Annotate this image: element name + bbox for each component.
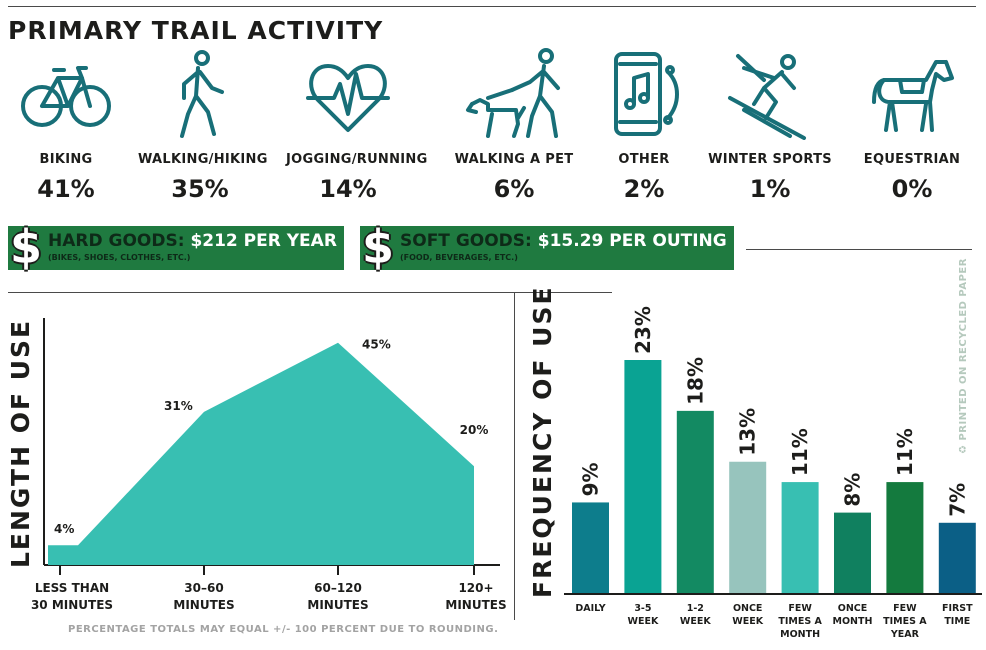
- heartbeat-icon: [306, 64, 390, 132]
- recycled-paper-note: ♻ PRINTED ON RECYCLED PAPER: [958, 258, 969, 454]
- bar: [676, 410, 714, 594]
- soft-goods-banner: $ SOFT GOODS: $15.29 PER OUTING (FOOD, B…: [360, 220, 734, 274]
- bar-category-label: FEW: [788, 603, 812, 614]
- bar-category-label: ONCE: [838, 603, 868, 614]
- recycled-paper-text: PRINTED ON RECYCLED PAPER: [958, 258, 969, 441]
- soft-goods-value: $15.29 PER OUTING: [537, 231, 727, 251]
- x-category-label: 60–120: [314, 581, 362, 595]
- length-of-use-chart: 4% LESS THAN 30 MINUTES 31% 30–60 MINUTES 45% 6…: [31, 318, 507, 612]
- activity-other: OTHER 2%: [582, 48, 706, 203]
- rounding-footnote: PERCENTAGE TOTALS MAY EQUAL +/- 100 PERC…: [68, 624, 499, 635]
- activity-label: EQUESTRIAN: [863, 152, 961, 167]
- activity-winter-sports: WINTER SPORTS 1%: [708, 48, 832, 203]
- bar-category-label: TIME: [944, 616, 970, 627]
- dollar-icon: $: [10, 220, 43, 274]
- activity-label: WINTER SPORTS: [708, 152, 832, 167]
- activity-walking-a-pet: WALKING A PET 6%: [452, 48, 576, 203]
- bar-category-label: ONCE: [733, 603, 763, 614]
- horse-icon: [872, 60, 954, 132]
- hard-goods-main: HARD GOODS: $212 PER YEAR: [48, 231, 337, 251]
- hard-goods-banner: $ HARD GOODS: $212 PER YEAR (BIKES, SHOE…: [8, 220, 344, 274]
- bar-category-label: MONTH: [780, 629, 820, 640]
- bar-value-label: 8%: [841, 473, 865, 507]
- area-series: [48, 342, 474, 565]
- activity-label: OTHER: [618, 152, 670, 167]
- activity-percent: 1%: [749, 175, 791, 203]
- bar-value-label: 13%: [736, 408, 760, 456]
- soft-goods-main: SOFT GOODS: $15.29 PER OUTING: [400, 231, 727, 251]
- activity-percent: 0%: [891, 175, 933, 203]
- bar-value-label: 7%: [945, 483, 969, 517]
- x-category-label: 30–60: [184, 581, 223, 595]
- soft-goods-sub: (FOOD, BEVERAGES, ETC.): [400, 253, 518, 262]
- activity-percent: 6%: [493, 175, 535, 203]
- page-title: PRIMARY TRAIL ACTIVITY: [8, 16, 384, 45]
- left-chart-top-rule: [8, 292, 612, 293]
- bar: [572, 502, 609, 594]
- dollar-icon: $: [362, 220, 395, 274]
- smartphone-music-icon: [614, 52, 679, 136]
- bar-category-label: 3-5: [634, 603, 651, 614]
- hard-goods-value: $212 PER YEAR: [190, 231, 337, 251]
- bar-category-label: TIMES A: [778, 616, 822, 627]
- area-value-label: 45%: [362, 338, 391, 352]
- activity-equestrian: EQUESTRIAN 0%: [850, 48, 974, 203]
- goods-rule: [746, 249, 972, 250]
- bar-category-label: WEEK: [627, 616, 658, 627]
- activity-label: WALKING A PET: [454, 152, 574, 167]
- activity-percent: 35%: [171, 175, 229, 203]
- x-category-label: 30 MINUTES: [31, 598, 113, 612]
- x-category-label: 120+: [458, 581, 493, 595]
- bar: [886, 482, 924, 594]
- bar-category-label: WEEK: [680, 616, 711, 627]
- x-category-label: LESS THAN: [35, 581, 109, 595]
- bar: [834, 512, 871, 594]
- bar-value-label: 18%: [683, 357, 707, 405]
- bar-value-label: 11%: [788, 428, 812, 476]
- bicycle-icon: [21, 66, 111, 127]
- bar: [624, 360, 662, 594]
- chart-divider: [514, 292, 515, 620]
- walking-person-icon: [180, 50, 224, 138]
- bar-category-label: 1-2: [687, 603, 704, 614]
- activity-label: WALKING/HIKING: [138, 152, 268, 167]
- x-category-label: MINUTES: [445, 598, 506, 612]
- activity-walking-hiking: WALKING/HIKING 35%: [138, 48, 268, 203]
- x-category-label: MINUTES: [173, 598, 234, 612]
- activity-label: BIKING: [39, 152, 93, 167]
- hard-goods-key: HARD GOODS:: [48, 231, 185, 251]
- activity-percent: 41%: [37, 175, 95, 203]
- bar: [938, 522, 976, 594]
- recycle-icon: ♻: [958, 444, 969, 454]
- dog-walker-icon: [466, 48, 560, 138]
- activity-percent: 2%: [623, 175, 665, 203]
- bar-category-label: FIRST: [942, 603, 973, 614]
- bar-value-label: 11%: [893, 428, 917, 476]
- bar: [729, 461, 767, 594]
- bar-value-label: 9%: [579, 462, 603, 496]
- bar-value-label: 23%: [631, 306, 655, 354]
- activity-percent: 14%: [319, 175, 377, 203]
- top-rule: [8, 6, 976, 7]
- soft-goods-key: SOFT GOODS:: [400, 231, 532, 251]
- hard-goods-sub: (BIKES, SHOES, CLOTHES, ETC.): [48, 253, 191, 262]
- activity-jogging-running: JOGGING/RUNNING 14%: [286, 48, 428, 203]
- area-value-label: 31%: [164, 399, 193, 413]
- bar-category-label: FEW: [893, 603, 917, 614]
- bar-category-label: YEAR: [890, 629, 920, 640]
- bar-category-label: MONTH: [833, 616, 873, 627]
- activity-biking: BIKING 41%: [4, 48, 128, 203]
- skier-icon: [728, 54, 806, 140]
- x-category-label: MINUTES: [307, 598, 368, 612]
- bar: [781, 482, 819, 594]
- bar-category-label: WEEK: [732, 616, 763, 627]
- bar-category-label: DAILY: [575, 603, 605, 614]
- bar-category-label: TIMES A: [883, 616, 927, 627]
- activity-label: JOGGING/RUNNING: [286, 152, 428, 167]
- area-value-label: 4%: [54, 522, 74, 536]
- area-value-label: 20%: [460, 423, 489, 437]
